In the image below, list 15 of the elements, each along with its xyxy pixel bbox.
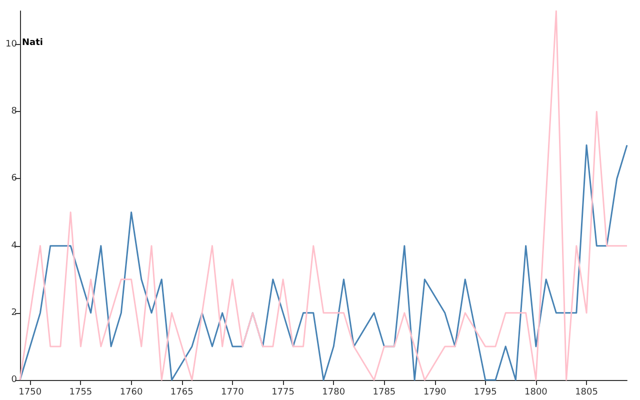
y-tick-label: 2 — [11, 308, 17, 318]
x-tick-label: 1785 — [372, 388, 396, 398]
x-tick-label: 1800 — [524, 388, 548, 398]
x-tick-label: 1770 — [220, 388, 244, 398]
x-tick-label: 1805 — [575, 388, 598, 398]
x-tick-label: 1755 — [69, 388, 92, 398]
x-tick-label: 1780 — [322, 388, 346, 398]
x-tick-label: 1760 — [120, 388, 144, 398]
x-tick-label: 1795 — [474, 388, 497, 398]
y-tick-label: 10 — [6, 40, 18, 50]
x-tick-label: 1750 — [18, 388, 42, 398]
x-tick-label: 1775 — [272, 388, 294, 398]
y-axis-title: Nati — [22, 38, 43, 48]
x-tick-label: 1790 — [423, 388, 447, 398]
x-tick-label: 1765 — [170, 388, 194, 398]
